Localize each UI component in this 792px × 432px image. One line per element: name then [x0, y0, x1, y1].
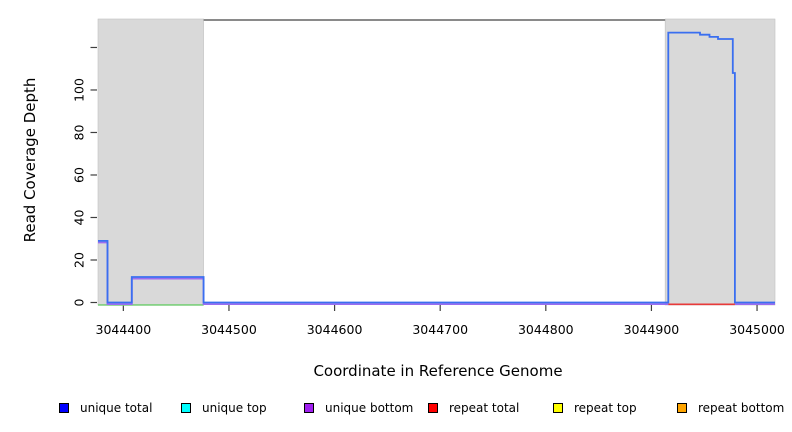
svg-text:3044500: 3044500 — [201, 322, 257, 337]
y-axis-ticks: 0 20 40 60 80 100 — [72, 46, 97, 306]
series-line-unique-total-line — [98, 31, 775, 304]
svg-text:3045000: 3045000 — [729, 322, 785, 337]
y-axis-title: Read Coverage Depth — [21, 77, 39, 243]
svg-text:60: 60 — [72, 167, 87, 183]
svg-text:0: 0 — [72, 298, 87, 306]
svg-text:3044700: 3044700 — [412, 322, 468, 337]
svg-text:3044600: 3044600 — [307, 322, 363, 337]
x-axis-ticks: 3044400 3044500 3044600 3044700 3044800 30449… — [96, 304, 785, 337]
svg-text:40: 40 — [72, 209, 87, 225]
svg-text:3044800: 3044800 — [518, 322, 574, 337]
svg-text:20: 20 — [72, 252, 87, 268]
masked-region-left — [97, 18, 204, 306]
masked-region-right — [664, 18, 776, 306]
x-axis-title: Coordinate in Reference Genome — [313, 362, 563, 380]
svg-text:3044900: 3044900 — [624, 322, 680, 337]
svg-text:3044400: 3044400 — [96, 322, 152, 337]
svg-text:100: 100 — [72, 78, 87, 102]
svg-text:80: 80 — [72, 124, 87, 140]
